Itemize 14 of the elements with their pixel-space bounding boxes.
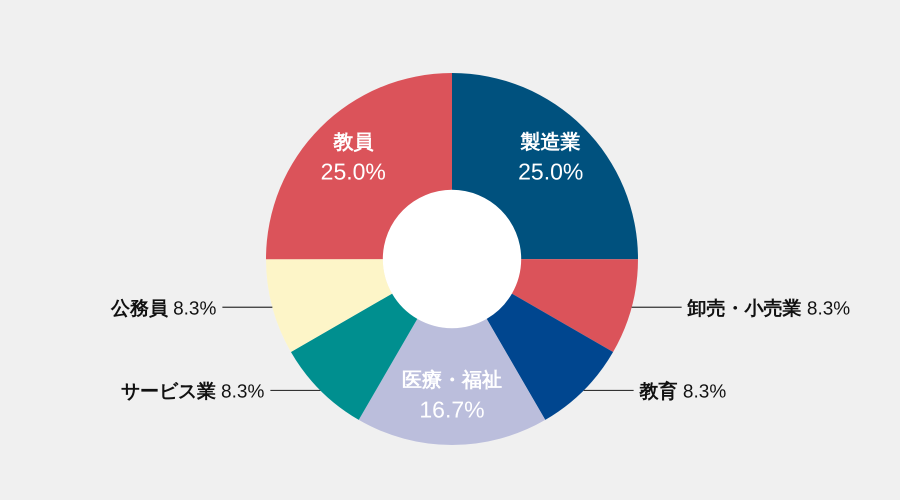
slice-label: 医療・福祉	[402, 368, 502, 392]
slice-label: 教育	[638, 380, 683, 402]
slice-label: 卸売・小売業	[686, 297, 807, 320]
data-label: 25.0%	[320, 158, 386, 184]
data-label: 16.7%	[419, 396, 485, 422]
data-label: 8.3%	[806, 298, 850, 320]
data-label: 8.3%	[221, 381, 264, 402]
slice-label: 公務員	[110, 298, 174, 320]
data-label: 25.0%	[518, 158, 584, 184]
slice-label: サービス業	[120, 381, 222, 402]
slice-label: 教員	[332, 131, 374, 154]
data-label: 8.3%	[682, 381, 726, 402]
data-label: 8.3%	[173, 298, 216, 320]
slice-label: 製造業	[520, 131, 581, 154]
